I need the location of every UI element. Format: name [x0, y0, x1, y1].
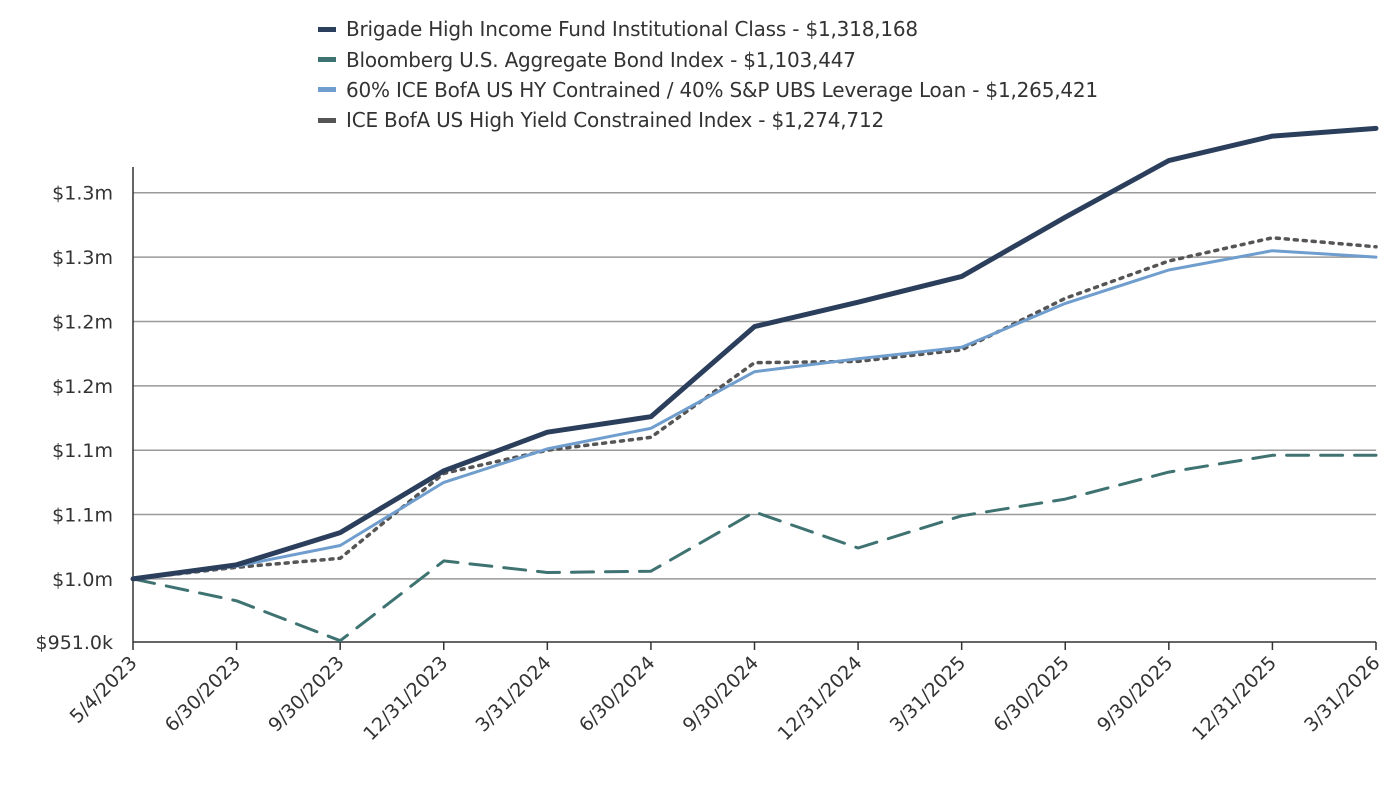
series-line [131, 236, 1378, 581]
legend-label: ICE BofA US High Yield Constrained Index… [346, 108, 884, 133]
x-tick-label: 3/31/2024 [471, 652, 555, 736]
x-tick-label: 5/4/2023 [66, 652, 142, 728]
x-tick-label: 6/30/2023 [161, 652, 245, 736]
y-tick-label: $1.1m [52, 505, 113, 527]
x-tick-label: 12/31/2024 [774, 652, 867, 745]
x-axis-ticks: 5/4/2023 6/30/2023 9/30/2023 12/31/2023 3/31… [66, 642, 1385, 745]
x-tick-label: 6/30/2025 [989, 652, 1073, 736]
y-tick-label: $1.3m [52, 183, 113, 205]
legend-item-ice-hy-index: ICE BofA US High Yield Constrained Index… [318, 105, 1318, 135]
series-line [131, 453, 1378, 643]
legend-label: Brigade High Income Fund Institutional C… [346, 17, 918, 42]
axes [132, 167, 1376, 643]
legend-item-brigade-fund: Brigade High Income Fund Institutional C… [318, 14, 1318, 44]
legend-swatch [318, 117, 336, 123]
legend-item-blended-index: 60% ICE BofA US HY Contrained / 40% S&P … [318, 75, 1318, 105]
grid-lines [133, 191, 1376, 580]
legend-swatch [318, 87, 336, 93]
x-tick-label: 9/30/2024 [679, 652, 763, 736]
x-tick-label: 3/31/2026 [1300, 652, 1384, 736]
x-tick-label: 12/31/2025 [1188, 652, 1281, 745]
chart-legend: Brigade High Income Fund Institutional C… [318, 14, 1318, 136]
x-tick-label: 3/31/2025 [886, 652, 970, 736]
y-tick-label: $1.2m [52, 311, 113, 333]
legend-swatch [318, 26, 336, 32]
legend-item-bloomberg-index: Bloomberg U.S. Aggregate Bond Index - $1… [318, 44, 1318, 74]
y-tick-label: $951.0k [36, 632, 113, 654]
legend-label: Bloomberg U.S. Aggregate Bond Index - $1… [346, 47, 856, 72]
x-tick-label: 12/31/2023 [359, 652, 452, 745]
legend-swatch [318, 57, 336, 63]
y-axis-ticks: $951.0k $1.0m $1.1m $1.1m $1.2m $1.2m $1.3m $1.… [36, 183, 113, 654]
y-tick-label: $1.3m [52, 247, 113, 269]
x-tick-label: 9/30/2023 [264, 652, 348, 736]
y-tick-label: $1.0m [52, 569, 113, 591]
x-tick-label: 9/30/2025 [1093, 652, 1177, 736]
series-lines [130, 125, 1379, 643]
y-tick-label: $1.2m [52, 376, 113, 398]
x-tick-label: 6/30/2024 [575, 652, 659, 736]
series-line [130, 125, 1379, 582]
legend-label: 60% ICE BofA US HY Contrained / 40% S&P … [346, 77, 1098, 102]
y-tick-label: $1.1m [52, 440, 113, 462]
series-line [131, 249, 1378, 581]
